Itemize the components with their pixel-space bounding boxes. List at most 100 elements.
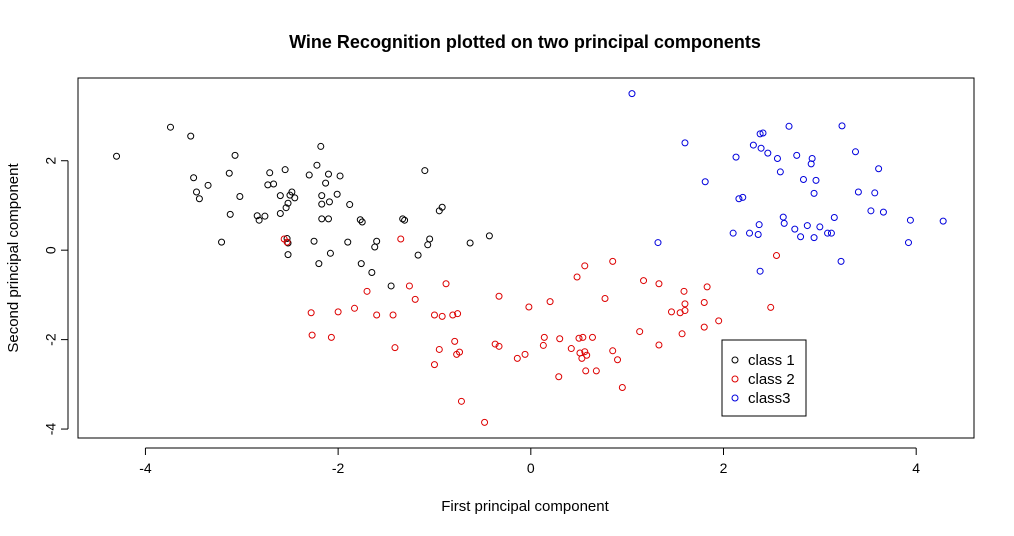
data-points	[113, 90, 947, 426]
data-point-series-3	[779, 213, 787, 221]
data-point-series-2	[495, 292, 503, 300]
x-tick-label: -4	[139, 460, 152, 476]
data-point-series-1	[225, 169, 233, 177]
data-point-series-2	[678, 330, 686, 338]
data-point-series-2	[614, 356, 622, 364]
data-point-series-2	[397, 235, 405, 243]
data-point-series-3	[797, 233, 805, 241]
data-point-series-1	[313, 161, 321, 169]
data-point-series-1	[325, 198, 333, 206]
y-tick-label: 2	[43, 157, 59, 165]
data-point-series-2	[308, 331, 316, 339]
data-point-series-1	[368, 269, 376, 277]
data-point-series-1	[357, 260, 365, 268]
data-point-series-2	[334, 308, 342, 316]
data-point-series-2	[592, 367, 600, 375]
legend: class 1 class 2 class3	[721, 339, 807, 417]
data-point-series-2	[640, 277, 648, 285]
legend-marker	[731, 375, 739, 383]
data-point-series-1	[193, 188, 201, 196]
legend-label: class 2	[748, 371, 795, 388]
data-point-series-2	[411, 295, 419, 303]
data-point-series-3	[830, 214, 838, 222]
data-point-series-2	[581, 262, 589, 270]
data-point-series-2	[430, 311, 438, 319]
legend-label: class 1	[748, 352, 795, 369]
data-point-series-1	[356, 216, 364, 224]
legend-marker	[731, 394, 739, 402]
data-point-series-2	[430, 361, 438, 369]
data-point-series-1	[305, 171, 313, 179]
data-point-series-2	[681, 307, 689, 315]
data-point-series-3	[757, 144, 765, 152]
data-point-series-1	[322, 179, 330, 187]
data-point-series-2	[521, 350, 529, 358]
data-point-series-2	[283, 238, 291, 246]
data-point-series-2	[609, 257, 617, 265]
data-point-series-3	[773, 154, 781, 162]
data-point-series-3	[791, 225, 799, 233]
data-point-series-1	[466, 239, 474, 247]
data-point-series-1	[281, 166, 289, 174]
data-point-series-1	[324, 170, 332, 178]
data-point-series-1	[276, 210, 284, 218]
x-axis: -4 -2 0 2 4	[139, 447, 920, 476]
x-tick-label: -2	[332, 460, 345, 476]
data-point-series-1	[190, 174, 198, 182]
chart-title: Wine Recognition plotted on two principa…	[289, 32, 761, 52]
data-point-series-1	[226, 210, 234, 218]
data-point-series-3	[810, 189, 818, 197]
data-point-series-1	[414, 251, 422, 259]
data-point-series-1	[231, 151, 239, 159]
data-point-series-1	[333, 190, 341, 198]
data-point-series-1	[291, 194, 299, 202]
data-point-series-3	[732, 153, 740, 161]
data-point-series-1	[373, 237, 381, 245]
data-point-series-1	[485, 232, 493, 240]
data-point-series-1	[317, 142, 325, 150]
data-point-series-3	[776, 168, 784, 176]
data-point-series-2	[442, 280, 450, 288]
data-point-series-1	[218, 238, 226, 246]
data-point-series-3	[824, 229, 832, 237]
data-point-series-3	[756, 267, 764, 275]
y-axis-label: Second principal component	[5, 163, 22, 353]
data-point-series-1	[438, 203, 446, 211]
data-point-series-3	[681, 139, 689, 147]
data-point-series-1	[371, 243, 379, 251]
data-point-series-2	[555, 373, 563, 381]
data-point-series-2	[578, 354, 586, 362]
data-point-series-1	[284, 251, 292, 259]
data-point-series-2	[481, 418, 489, 426]
data-point-series-3	[816, 223, 824, 231]
data-point-series-1	[315, 260, 323, 268]
data-point-series-2	[681, 300, 689, 308]
data-point-series-2	[636, 328, 644, 336]
y-tick-label: -4	[43, 423, 59, 436]
legend-marker	[731, 356, 739, 364]
data-point-series-3	[837, 257, 845, 265]
x-axis-label: First principal component	[441, 498, 609, 515]
x-tick-label: 2	[720, 460, 728, 476]
data-point-series-3	[759, 129, 767, 137]
data-point-series-3	[867, 207, 875, 215]
data-point-series-1	[424, 241, 432, 249]
data-point-series-2	[700, 298, 708, 306]
legend-box	[721, 339, 807, 417]
data-point-series-2	[772, 252, 780, 260]
data-point-series-1	[283, 235, 291, 243]
data-point-series-3	[654, 239, 662, 247]
data-point-series-1	[344, 238, 352, 246]
data-point-series-1	[346, 201, 354, 209]
data-point-series-3	[906, 216, 914, 224]
data-point-series-3	[780, 219, 788, 227]
data-point-series-3	[755, 221, 763, 229]
data-point-series-2	[583, 351, 591, 359]
data-point-series-2	[703, 283, 711, 291]
data-point-series-2	[454, 310, 462, 318]
data-point-series-1	[166, 123, 174, 131]
data-point-series-2	[451, 337, 459, 345]
data-point-series-3	[701, 178, 709, 186]
data-point-series-2	[513, 354, 521, 362]
data-point-series-1	[187, 132, 195, 140]
